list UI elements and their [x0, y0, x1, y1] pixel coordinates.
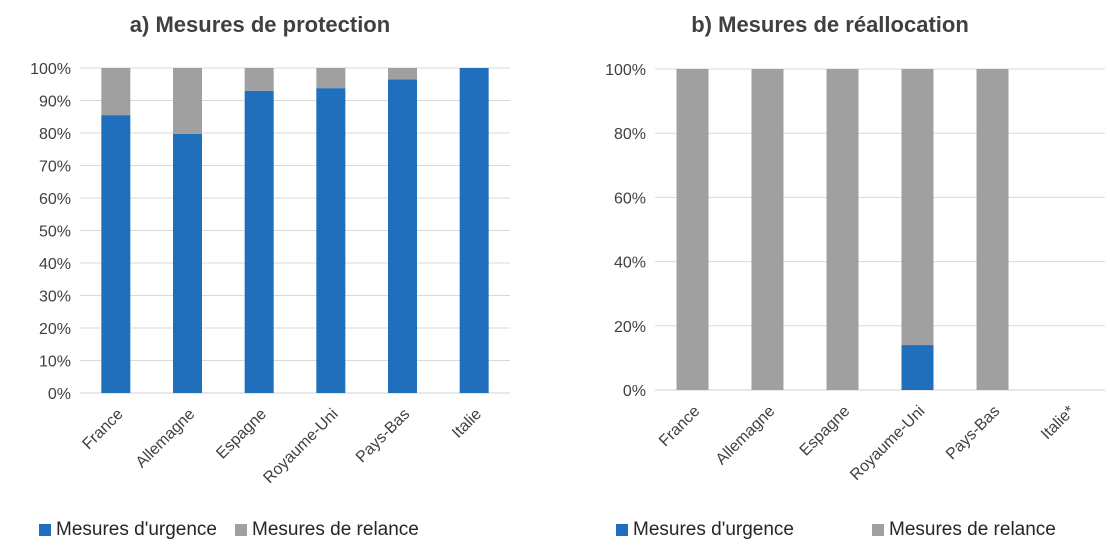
y-tick-label: 60%	[614, 190, 646, 207]
x-tick-label: Allemagne	[133, 406, 199, 472]
bar-segment-relance	[976, 69, 1009, 390]
y-tick-label: 20%	[614, 319, 646, 336]
bar-segment-urgence	[173, 133, 202, 393]
bar-segment-relance	[316, 68, 346, 89]
legend-label-urgence: Mesures d'urgence	[56, 519, 217, 540]
chart-legend: Mesures d'urgence Mesures de relance	[616, 519, 1074, 541]
x-tick-label: Italie	[449, 406, 485, 442]
legend-item-urgence: Mesures d'urgence	[39, 519, 217, 541]
y-tick-label: 90%	[39, 94, 71, 111]
chart-legend: Mesures d'urgence Mesures de relance	[39, 519, 437, 541]
y-tick-label: 80%	[39, 126, 71, 143]
x-tick-label: Pays-Bas	[943, 403, 1003, 463]
legend-swatch-relance	[872, 524, 884, 536]
y-tick-label: 80%	[614, 126, 646, 143]
y-tick-label: 100%	[30, 61, 71, 78]
y-tick-label: 40%	[39, 256, 71, 273]
chart-plot-area: 0% 20% 40% 60% 80% 100% France Allemagne Espagne…	[605, 62, 1105, 484]
legend-label-urgence: Mesures d'urgence	[633, 519, 794, 540]
legend-swatch-urgence	[39, 524, 51, 536]
bar-segment-relance	[244, 68, 274, 91]
x-tick-label: Italie*	[1038, 403, 1078, 443]
bar-segment-urgence	[244, 90, 274, 393]
chart-title: b) Mesures de réallocation	[691, 12, 969, 37]
legend-item-urgence: Mesures d'urgence	[616, 519, 794, 541]
bar-segment-relance	[901, 69, 934, 346]
legend-item-relance: Mesures de relance	[235, 519, 419, 541]
chart-protection: a) Mesures de protection 0% 10% 20% 30% 40% 5…	[0, 0, 535, 545]
x-tick-label: Pays-Bas	[353, 406, 413, 466]
y-tick-label: 40%	[614, 255, 646, 272]
legend-label-relance: Mesures de relance	[889, 519, 1056, 540]
chart-title: a) Mesures de protection	[129, 12, 391, 37]
legend-swatch-relance	[235, 524, 247, 536]
bar-segment-urgence	[459, 68, 489, 393]
x-tick-label: Espagne	[797, 403, 854, 460]
bar-segment-urgence	[901, 345, 934, 390]
y-tick-label: 0%	[623, 383, 646, 400]
y-tick-label: 0%	[48, 386, 71, 403]
bar-segment-relance	[676, 69, 709, 390]
legend-swatch-urgence	[616, 524, 628, 536]
y-tick-label: 100%	[605, 62, 646, 79]
x-tick-label: France	[656, 403, 703, 450]
x-tick-label: Royaume-Uni	[847, 403, 928, 484]
y-tick-label: 60%	[39, 191, 71, 208]
bar-segment-urgence	[316, 88, 346, 394]
bar-segment-relance	[826, 69, 859, 390]
y-tick-label: 10%	[39, 354, 71, 371]
x-tick-label: Allemagne	[713, 403, 779, 469]
chart-reallocation: b) Mesures de réallocation 0% 20% 40% 60% 80…	[560, 0, 1110, 545]
y-tick-label: 50%	[39, 224, 71, 241]
bar-segment-relance	[751, 69, 784, 390]
bar-segment-urgence	[388, 79, 417, 393]
x-tick-label: Espagne	[213, 406, 270, 463]
bar-segment-urgence	[101, 115, 131, 393]
y-tick-label: 20%	[39, 321, 71, 338]
legend-item-relance: Mesures de relance	[872, 519, 1056, 541]
legend-label-relance: Mesures de relance	[252, 519, 419, 540]
bar-segment-relance	[173, 68, 202, 134]
bar-segment-relance	[101, 68, 131, 116]
y-tick-label: 30%	[39, 289, 71, 306]
x-tick-label: France	[79, 406, 126, 453]
y-tick-label: 70%	[39, 159, 71, 176]
bar-segment-relance	[388, 68, 417, 80]
chart-plot-area: 0% 10% 20% 30% 40% 50% 60% 70% 80% 90% 100% France A…	[30, 61, 510, 487]
x-tick-label: Royaume-Uni	[260, 406, 341, 487]
